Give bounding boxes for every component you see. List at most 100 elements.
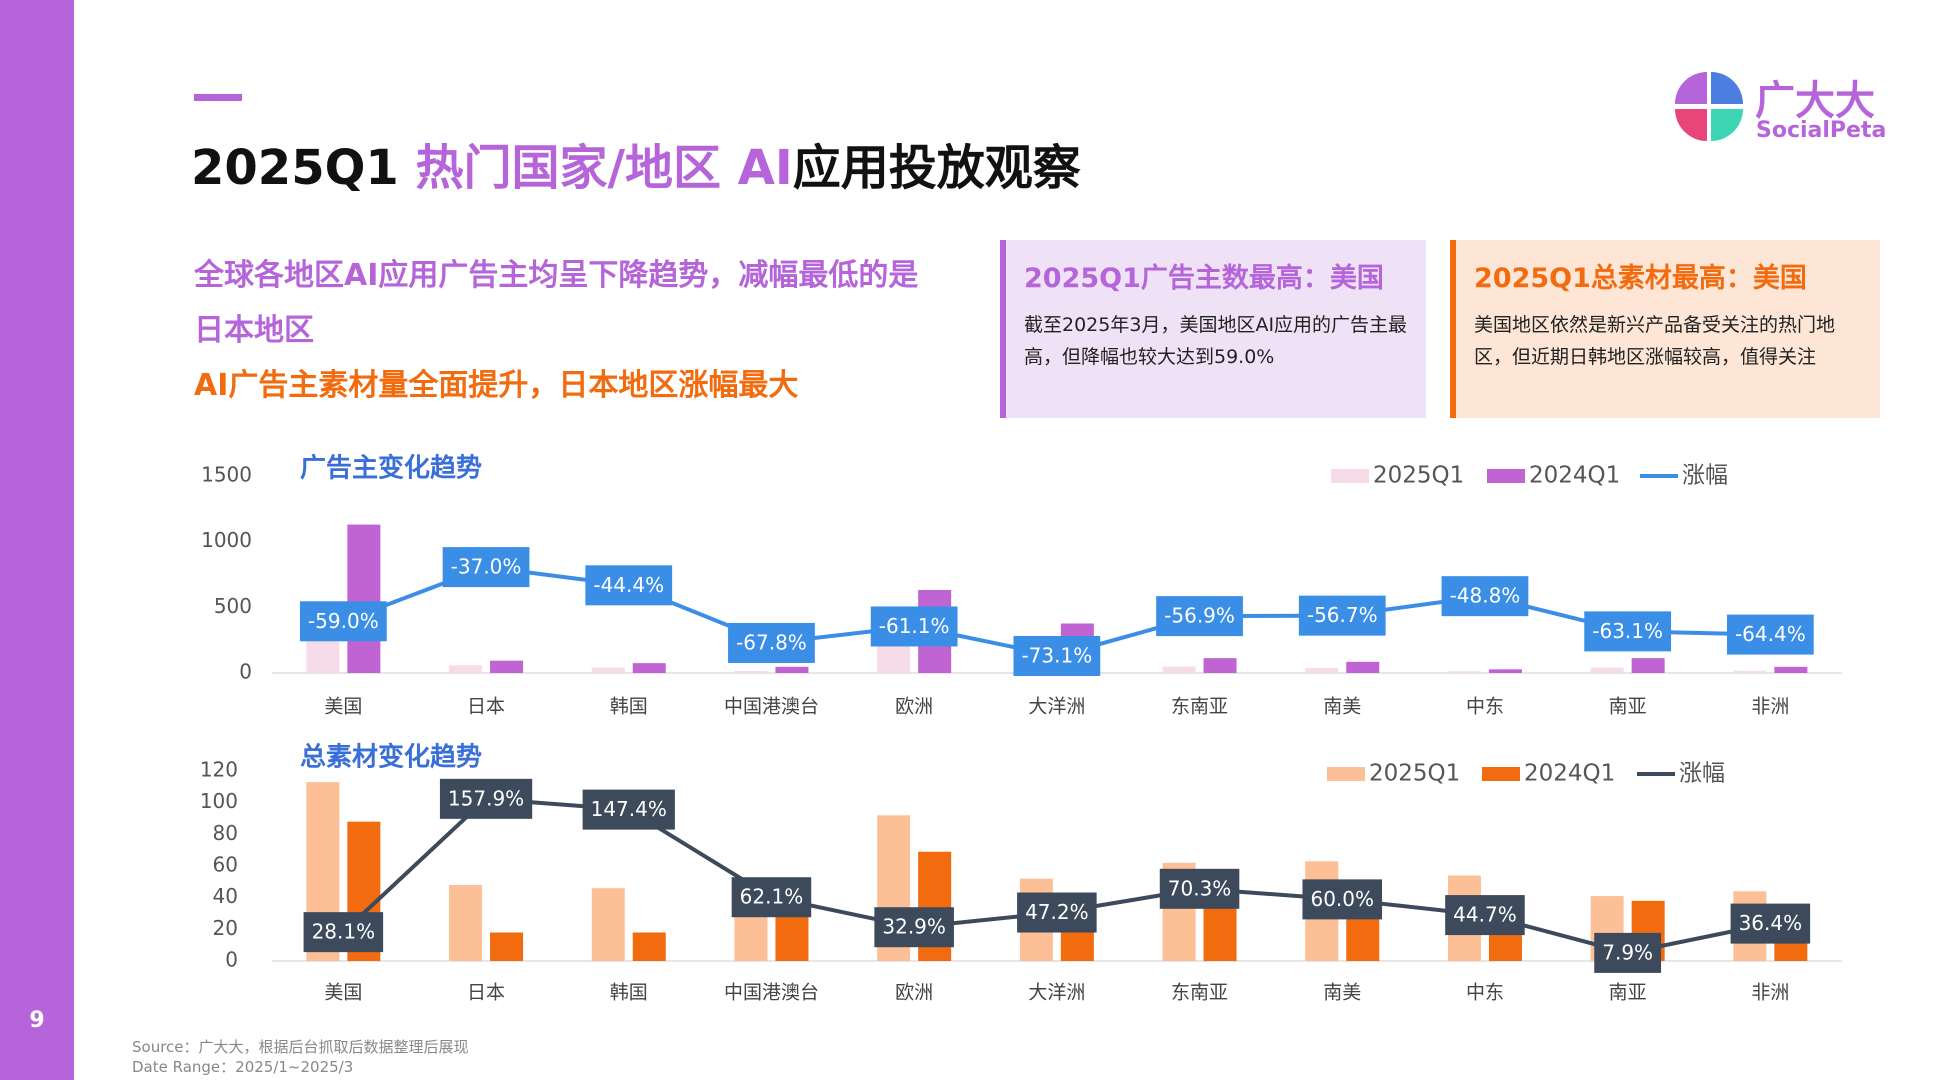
value-label: -37.0%	[451, 555, 522, 579]
value-label-box	[582, 789, 675, 830]
value-label-box	[1441, 576, 1529, 617]
y-tick-label: 40	[213, 884, 238, 908]
legend-swatch	[1487, 469, 1525, 483]
title-accent	[194, 94, 242, 101]
callout: 2025Q1总素材最高：美国 美国地区依然是新兴产品备受关注的热门地区，但近期日…	[1450, 240, 1880, 418]
legend-label: 涨幅	[1682, 463, 1728, 489]
x-tick-label: 韩国	[610, 982, 648, 1004]
bar	[1488, 669, 1522, 673]
value-label-box	[1445, 895, 1525, 936]
chart-title: 广告主变化趋势	[300, 453, 482, 484]
summary: 全球各地区AI应用广告主均呈下降趋势，减幅最低的是日本地区 AI广告主素材量全面…	[194, 248, 934, 413]
bar	[1774, 666, 1808, 673]
callout-title: 2025Q1总素材最高：美国	[1474, 263, 1807, 294]
callout: 2025Q1广告主数最高：美国 截至2025年3月，美国地区AI应用的广告主最高…	[1000, 240, 1426, 418]
summary-line: 全球各地区AI应用广告主均呈下降趋势，减幅最低的是日本地区	[194, 258, 919, 348]
value-label-box	[442, 547, 530, 588]
value-label-box	[1302, 879, 1383, 920]
x-tick-label: 南美	[1323, 696, 1361, 718]
logo-icon	[1675, 72, 1743, 141]
value-label: -56.7%	[1307, 603, 1378, 627]
value-label: 28.1%	[312, 920, 376, 944]
logo-brand: SocialPeta	[1756, 118, 1887, 143]
bar	[1590, 667, 1624, 673]
x-tick-label: 中东	[1466, 982, 1504, 1004]
x-tick-label: 中国港澳台	[724, 982, 819, 1004]
date-range: Date Range：2025/1~2025/3	[132, 1058, 354, 1076]
x-tick-label: 南亚	[1609, 696, 1647, 718]
value-label: 7.9%	[1602, 940, 1653, 964]
bar	[632, 932, 666, 961]
x-tick-label: 欧洲	[895, 696, 933, 718]
title-part: 热门国家/地区 AI	[415, 140, 793, 196]
value-label: -64.4%	[1735, 622, 1806, 646]
bar	[490, 660, 524, 673]
value-label-box	[303, 912, 384, 953]
bar	[347, 524, 381, 673]
title-part: 应用投放观察	[792, 140, 1081, 196]
value-label-box	[728, 622, 815, 663]
x-tick-label: 大洋洲	[1028, 982, 1085, 1004]
x-tick-label: 南亚	[1609, 982, 1647, 1004]
bar	[490, 932, 524, 961]
bar	[449, 885, 483, 961]
value-label: -48.8%	[1450, 584, 1521, 608]
y-tick-label: 120	[200, 758, 238, 782]
legend-swatch	[1327, 767, 1365, 781]
value-label: 62.1%	[740, 885, 804, 909]
bar	[591, 667, 625, 673]
bar	[1203, 658, 1237, 673]
x-tick-label: 日本	[467, 696, 505, 718]
value-label: -59.0%	[308, 609, 379, 633]
callout-title: 2025Q1广告主数最高：美国	[1024, 263, 1384, 294]
bar	[591, 888, 625, 961]
y-tick-label: 0	[225, 948, 238, 972]
bar	[1162, 666, 1196, 673]
x-tick-label: 非洲	[1751, 982, 1789, 1004]
value-label: -67.8%	[736, 630, 807, 654]
value-label: -44.4%	[593, 573, 664, 597]
legend-label: 2024Q1	[1529, 463, 1620, 489]
value-label: 32.9%	[882, 915, 946, 939]
x-tick-label: 美国	[324, 982, 362, 1004]
x-tick-label: 南美	[1323, 982, 1361, 1004]
y-tick-label: 500	[214, 594, 252, 618]
title-part: 2025Q1	[191, 140, 416, 196]
value-label: 70.3%	[1168, 876, 1232, 900]
x-tick-label: 东南亚	[1171, 982, 1228, 1004]
sidebar	[0, 0, 74, 1080]
legend-swatch	[1331, 469, 1369, 483]
x-tick-label: 东南亚	[1171, 696, 1228, 718]
bar	[1447, 671, 1481, 673]
value-label-box	[439, 778, 533, 819]
value-label-box	[1017, 892, 1097, 933]
value-label: 47.2%	[1025, 900, 1089, 924]
summary-line: AI广告主素材量全面提升，日本地区涨幅最大	[194, 368, 799, 403]
value-label-box	[870, 606, 958, 647]
x-tick-label: 中国港澳台	[724, 696, 819, 718]
value-label: 60.0%	[1310, 887, 1374, 911]
legend-label: 2025Q1	[1373, 463, 1464, 489]
chart-title: 总素材变化趋势	[300, 742, 482, 773]
callout-body: 美国地区依然是新兴产品备受关注的热门地区，但近期日韩地区涨幅较高，值得关注	[1474, 314, 1836, 368]
callout-body: 截至2025年3月，美国地区AI应用的广告主最高，但降幅也较大达到59.0%	[1024, 314, 1408, 368]
y-tick-label: 80	[213, 821, 238, 845]
x-tick-label: 大洋洲	[1028, 696, 1085, 718]
value-label-box	[1584, 611, 1672, 652]
y-tick-label: 100	[200, 789, 238, 813]
value-label: 157.9%	[448, 786, 524, 810]
value-label-box	[1298, 595, 1386, 636]
y-tick-label: 20	[213, 916, 238, 940]
y-tick-label: 60	[213, 853, 238, 877]
y-tick-label: 0	[239, 660, 252, 684]
x-tick-label: 非洲	[1751, 696, 1789, 718]
bar	[449, 665, 483, 673]
x-tick-label: 中东	[1466, 696, 1504, 718]
slide-title: 2025Q1 热门国家/地区 AI应用投放观察	[191, 128, 1081, 198]
value-label: -63.1%	[1592, 619, 1663, 643]
value-label-box	[874, 907, 954, 948]
y-tick-label: 1500	[201, 463, 252, 487]
x-tick-label: 韩国	[610, 696, 648, 718]
